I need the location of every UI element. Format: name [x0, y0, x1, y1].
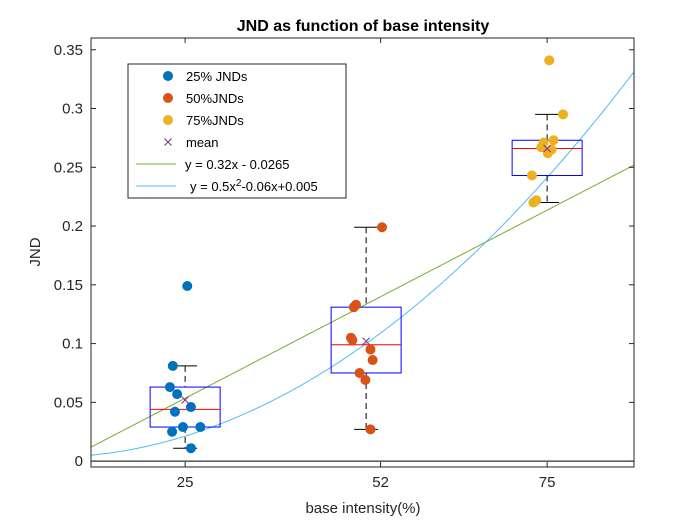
x-axis-label: base intensity(%)	[305, 500, 420, 517]
legend-marker	[163, 93, 173, 103]
plot-marks: ++	[91, 53, 634, 462]
data-point	[185, 443, 196, 454]
legend-box	[127, 63, 347, 199]
legend-label: y = 0.5x2-0.06x+0.005	[190, 178, 318, 194]
data-point	[182, 280, 193, 291]
fit-line-2	[91, 71, 634, 456]
mean-marker	[362, 337, 370, 346]
legend: 25% JNDs 50%JNDs 75%JNDs mean y = 0.32x - 0.…	[127, 63, 347, 199]
data-point	[167, 426, 178, 437]
data-point	[377, 222, 388, 233]
data-point	[548, 135, 559, 146]
series-2	[345, 222, 388, 435]
mean-marker	[181, 396, 189, 404]
legend-label: 25% JNDs	[186, 69, 248, 84]
legend-entry-2: 50%JNDs	[163, 91, 244, 106]
legend-entry-3: 75%JNDs	[163, 113, 244, 128]
y-tick-label: 0	[75, 453, 83, 470]
legend-marker	[164, 138, 172, 146]
legend-label: mean	[186, 135, 219, 150]
y-tick-label: 0.2	[62, 218, 83, 235]
data-point	[360, 375, 371, 386]
legend-entry-5: y = 0.32x - 0.0265	[136, 157, 289, 172]
chart-title: JND as function of base intensity	[237, 18, 490, 35]
y-axis-label: JND	[27, 237, 44, 266]
fit-lines	[91, 71, 634, 456]
data-point	[365, 424, 376, 435]
data-point	[348, 302, 359, 313]
legend-marker	[163, 115, 173, 125]
data-point	[528, 197, 539, 208]
x-tick-label: 75	[539, 474, 556, 491]
y-tick-label: 0.15	[54, 277, 83, 294]
legend-label: 75%JNDs	[186, 113, 244, 128]
fit-line-1	[91, 164, 634, 448]
data-point	[526, 170, 537, 181]
data-point	[365, 344, 376, 355]
legend-label: 50%JNDs	[186, 91, 244, 106]
series-1	[164, 280, 206, 454]
iqr-box	[330, 306, 402, 374]
data-point	[169, 406, 180, 417]
data-point	[172, 389, 183, 400]
legend-label-part: -0.06x+0.005	[241, 179, 317, 194]
legend-marker	[163, 71, 173, 81]
data-point	[367, 355, 378, 366]
x-tick-label: 52	[372, 474, 389, 491]
data-point	[544, 55, 555, 66]
legend-entry-4: mean	[164, 135, 219, 150]
data-point	[185, 402, 196, 413]
axes-box	[90, 37, 635, 468]
legend-label-part: y = 0.5x	[190, 179, 236, 194]
data-point	[558, 109, 569, 120]
boxplot-2	[330, 226, 402, 430]
data-point	[347, 335, 358, 346]
legend-label: y = 0.32x - 0.0265	[185, 157, 289, 172]
y-tick-label: 0.35	[54, 42, 83, 59]
legend-entry-1: 25% JNDs	[163, 69, 248, 84]
y-tick-label: 0.25	[54, 159, 83, 176]
y-tick-label: 0.1	[62, 336, 83, 353]
axes: 25 52 75 0 0.05 0.1 0.15 0.2 0.25 0.3 0.35	[54, 37, 635, 491]
y-tick-label: 0.3	[62, 101, 83, 118]
data-point	[164, 382, 175, 393]
data-point	[167, 360, 178, 371]
data-point	[177, 422, 188, 433]
data-point	[354, 367, 365, 378]
mean-markers	[181, 144, 551, 404]
legend-entry-6: y = 0.5x2-0.06x+0.005	[136, 178, 318, 194]
y-tick-label: 0.05	[54, 394, 83, 411]
x-tick-label: 25	[177, 474, 194, 491]
mean-marker	[543, 144, 551, 153]
data-point	[195, 422, 206, 433]
legend-label-exponent: 2	[236, 178, 242, 189]
